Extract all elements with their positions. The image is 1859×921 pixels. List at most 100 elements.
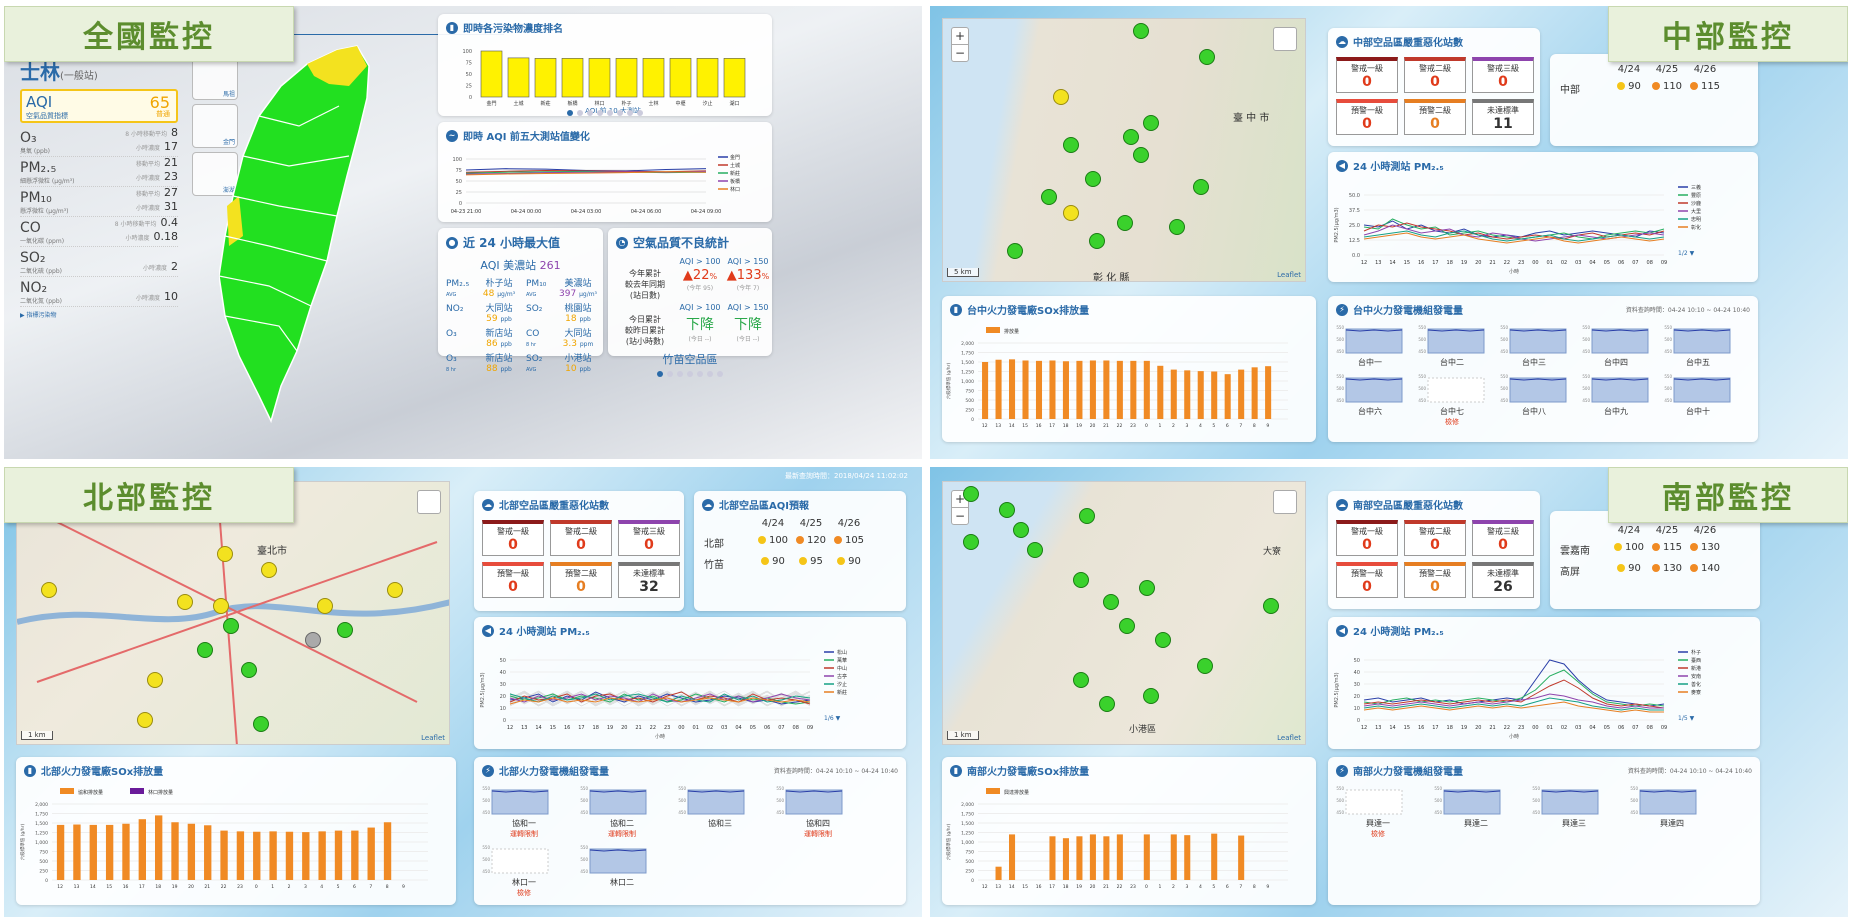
north-map[interactable]: 臺北市 1 km Leaflet xyxy=(16,481,450,745)
zoom-out[interactable]: − xyxy=(952,507,968,524)
generator-cell[interactable]: 550 500 450 台中八 xyxy=(1498,372,1570,427)
pager-dot[interactable] xyxy=(597,110,603,116)
station-marker[interactable] xyxy=(177,594,193,610)
warn-box[interactable]: 預警一級 0 xyxy=(482,562,544,598)
station-marker[interactable] xyxy=(1089,233,1105,249)
station-marker[interactable] xyxy=(963,534,979,550)
warn-box[interactable]: 警戒二級 0 xyxy=(1404,520,1466,556)
pager-dot[interactable] xyxy=(637,110,643,116)
station-marker[interactable] xyxy=(1119,618,1135,634)
layers-button[interactable] xyxy=(1273,27,1297,51)
generator-cell[interactable]: 550 500 450 協和四 運轉限制 xyxy=(774,784,862,839)
pager-dot[interactable] xyxy=(657,371,663,377)
station-marker[interactable] xyxy=(1013,522,1029,538)
pager-dot[interactable] xyxy=(627,110,633,116)
zoom-in[interactable]: + xyxy=(954,492,966,506)
zoom-out[interactable]: − xyxy=(952,44,968,61)
generator-cell[interactable]: 550 500 450 台中二 xyxy=(1416,323,1488,368)
generator-cell[interactable]: 550 500 450 林口一 檢修 xyxy=(480,843,568,898)
layers-button[interactable] xyxy=(417,490,441,514)
warn-box[interactable]: 警戒一級 0 xyxy=(1336,520,1398,556)
generator-cell[interactable]: 550 500 450 台中一 xyxy=(1334,323,1406,368)
station-marker[interactable] xyxy=(1143,688,1159,704)
station-marker[interactable] xyxy=(213,598,229,614)
leaflet-credit[interactable]: Leaflet xyxy=(1277,271,1301,279)
station-marker[interactable] xyxy=(317,598,333,614)
station-marker[interactable] xyxy=(241,662,257,678)
pager-dot[interactable] xyxy=(697,371,703,377)
generator-cell[interactable]: 550 500 450 台中七 檢修 xyxy=(1416,372,1488,427)
station-marker[interactable] xyxy=(41,582,57,598)
station-marker[interactable] xyxy=(261,562,277,578)
central-map[interactable]: + − 臺 中 市 彰 化 縣 5 km Leaflet xyxy=(942,18,1306,282)
pollutant-row[interactable]: PM₁₀ 懸浮微粒 (μg/m³) 移動平均 27 小時濃度 31 xyxy=(20,187,178,217)
pager-dot[interactable] xyxy=(707,371,713,377)
station-marker[interactable] xyxy=(1063,205,1079,221)
generator-cell[interactable]: 550 500 450 興達四 xyxy=(1628,784,1716,839)
station-marker[interactable] xyxy=(1139,580,1155,596)
station-marker[interactable] xyxy=(1197,658,1213,674)
generator-cell[interactable]: 550 500 450 興達三 xyxy=(1530,784,1618,839)
generator-cell[interactable]: 550 500 450 興達二 xyxy=(1432,784,1520,839)
station-marker[interactable] xyxy=(1073,572,1089,588)
generator-cell[interactable]: 550 500 450 台中四 xyxy=(1580,323,1652,368)
warn-box[interactable]: 警戒二級 0 xyxy=(1404,57,1466,93)
pager-dot[interactable] xyxy=(577,110,583,116)
warn-box[interactable]: 預警一級 0 xyxy=(1336,562,1398,598)
pager-dot[interactable] xyxy=(617,110,623,116)
station-marker[interactable] xyxy=(305,632,321,648)
pager-dot[interactable] xyxy=(587,110,593,116)
rank-pager[interactable] xyxy=(438,106,772,116)
station-marker[interactable] xyxy=(337,622,353,638)
station-marker[interactable] xyxy=(1007,243,1023,259)
warn-box[interactable]: 警戒一級 0 xyxy=(482,520,544,556)
warn-box[interactable]: 預警二級 0 xyxy=(550,562,612,598)
pager-dot[interactable] xyxy=(667,371,673,377)
station-marker[interactable] xyxy=(963,486,979,502)
generator-cell[interactable]: 550 500 450 協和二 運轉限制 xyxy=(578,784,666,839)
warn-box[interactable]: 預警一級 0 xyxy=(1336,99,1398,135)
station-marker[interactable] xyxy=(223,618,239,634)
pollutant-row[interactable]: PM₂.₅ 細懸浮微粒 (μg/m³) 移動平均 21 小時濃度 23 xyxy=(20,157,178,187)
layers-button[interactable] xyxy=(1273,490,1297,514)
station-marker[interactable] xyxy=(1143,115,1159,131)
pager-dot[interactable] xyxy=(567,110,573,116)
warn-box[interactable]: 警戒三級 0 xyxy=(1472,57,1534,93)
station-marker[interactable] xyxy=(253,716,269,732)
warn-box[interactable]: 未達標準 26 xyxy=(1472,562,1534,598)
station-marker[interactable] xyxy=(1169,219,1185,235)
island-penghu[interactable]: 澎湖 xyxy=(192,152,238,196)
station-marker[interactable] xyxy=(217,546,233,562)
warn-box[interactable]: 未達標準 11 xyxy=(1472,99,1534,135)
pollutant-row[interactable]: SO₂ 二氧化硫 (ppb) 小時濃度 2 xyxy=(20,247,178,277)
station-marker[interactable] xyxy=(1263,598,1279,614)
station-marker[interactable] xyxy=(197,642,213,658)
station-marker[interactable] xyxy=(1073,672,1089,688)
station-marker[interactable] xyxy=(1027,542,1043,558)
generator-cell[interactable]: 550 500 450 林口二 xyxy=(578,843,666,898)
generator-cell[interactable]: 550 500 450 興達一 檢修 xyxy=(1334,784,1422,839)
generator-cell[interactable]: 550 500 450 協和三 xyxy=(676,784,764,839)
station-marker[interactable] xyxy=(147,672,163,688)
station-marker[interactable] xyxy=(1123,129,1139,145)
pollutant-row[interactable]: O₃ 臭氧 (ppb) 8 小時移動平均 8 小時濃度 17 xyxy=(20,127,178,157)
warn-box[interactable]: 警戒三級 0 xyxy=(618,520,680,556)
warn-box[interactable]: 警戒三級 0 xyxy=(1472,520,1534,556)
station-marker[interactable] xyxy=(1193,179,1209,195)
station-marker[interactable] xyxy=(1133,147,1149,163)
warn-box[interactable]: 警戒二級 0 xyxy=(550,520,612,556)
generator-cell[interactable]: 550 500 450 台中三 xyxy=(1498,323,1570,368)
station-marker[interactable] xyxy=(1133,23,1149,39)
south-map[interactable]: + − 大寮 小港區 1 km Leaflet xyxy=(942,481,1306,745)
leaflet-credit[interactable]: Leaflet xyxy=(421,734,445,742)
station-marker[interactable] xyxy=(1117,215,1133,231)
warn-box[interactable]: 警戒一級 0 xyxy=(1336,57,1398,93)
island-kinmen[interactable]: 金門 xyxy=(192,104,238,148)
generator-cell[interactable]: 550 500 450 協和一 運轉限制 xyxy=(480,784,568,839)
warn-box[interactable]: 預警二級 0 xyxy=(1404,562,1466,598)
station-marker[interactable] xyxy=(137,712,153,728)
stat-pager[interactable] xyxy=(608,367,772,377)
station-marker[interactable] xyxy=(1079,508,1095,524)
station-marker[interactable] xyxy=(1199,49,1215,65)
station-marker[interactable] xyxy=(999,502,1015,518)
